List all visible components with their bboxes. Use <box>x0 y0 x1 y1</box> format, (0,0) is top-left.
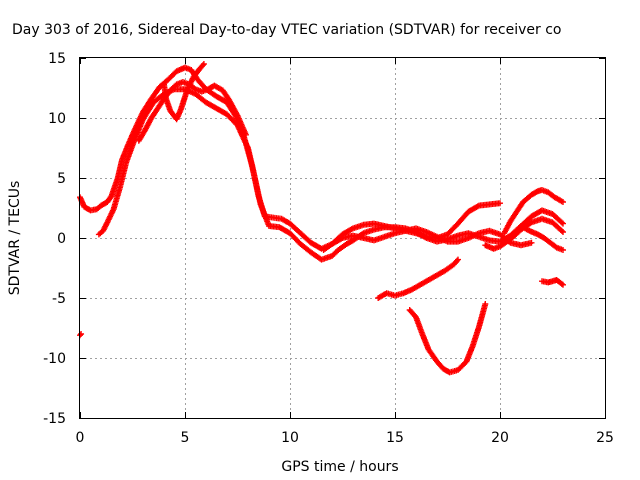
x-tick-label: 10 <box>281 430 299 446</box>
data-point <box>560 229 566 235</box>
x-tick-label: 5 <box>181 430 190 446</box>
y-tick-label: -15 <box>43 411 66 427</box>
y-tick-label: 5 <box>57 171 66 187</box>
plot-frame <box>79 57 606 419</box>
series-arc-j <box>375 256 461 301</box>
y-tick-label: -5 <box>52 291 66 307</box>
data-point <box>78 331 85 337</box>
x-tick-label: 15 <box>386 430 404 446</box>
data-point <box>482 301 489 307</box>
y-tick-label: -10 <box>43 351 66 367</box>
y-tick-label: 0 <box>57 231 66 247</box>
grid <box>80 58 605 418</box>
y-tick-label: 10 <box>48 111 66 127</box>
series-arc-e <box>161 61 207 123</box>
y-tick-label: 15 <box>48 51 66 67</box>
data-point <box>560 199 566 205</box>
data-point <box>242 131 249 138</box>
x-tick-label: 0 <box>76 430 85 446</box>
series-arc-a <box>77 331 85 339</box>
data-point <box>558 280 565 287</box>
x-tick-label: 25 <box>596 430 614 446</box>
data-point <box>200 61 207 67</box>
data-point <box>497 200 503 207</box>
series-arc-l <box>539 277 566 288</box>
axis-ticks: 0 5 10 15 20 25 -15 -10 -5 0 5 10 15 <box>43 51 614 446</box>
data-point <box>528 239 535 246</box>
data-points <box>77 61 566 376</box>
data-point <box>560 220 566 227</box>
series-arc-h <box>501 187 566 237</box>
data-point <box>558 227 565 234</box>
data-point <box>199 62 206 69</box>
data-point <box>558 219 565 226</box>
series-arc-i <box>518 223 566 253</box>
series-arc-k <box>406 301 489 376</box>
series-arc-f <box>320 225 535 253</box>
x-axis-label: GPS time / hours <box>281 459 398 475</box>
chart-title: Day 303 of 2016, Sidereal Day-to-day VTE… <box>12 22 561 38</box>
series-arc-c <box>95 86 566 263</box>
data-point <box>453 257 460 264</box>
data-point <box>560 247 566 253</box>
data-point <box>455 256 461 263</box>
data-point <box>560 281 566 288</box>
x-tick-label: 20 <box>491 430 509 446</box>
y-axis-label: SDTVAR / TECUs <box>7 181 23 296</box>
